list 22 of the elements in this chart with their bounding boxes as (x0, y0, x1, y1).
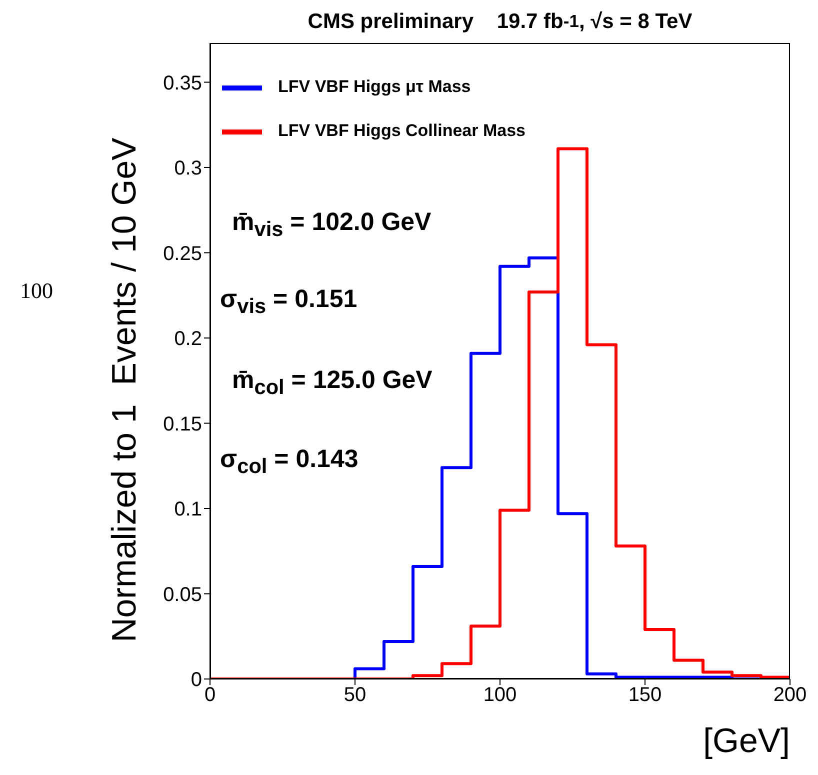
annotation: m̄$_{vis}$ = 102.0 GeV (232, 208, 432, 242)
y-tick-label: 0.35 (163, 72, 202, 94)
annotation: σ$_{col}$ = 0.143 (220, 445, 358, 479)
text: 100 (20, 278, 53, 304)
y-tick-label: 0 (190, 669, 202, 692)
y-tick-label: 0.15 (163, 413, 202, 436)
x-tick-label: 200 (773, 684, 807, 706)
x-tick-label: 50 (344, 684, 366, 706)
y-tick-label: 0.3 (174, 158, 202, 180)
x-tick-label: 0 (204, 684, 216, 706)
x-axis-title: [GeV] (703, 722, 790, 761)
y-axis-title: Normalized to 1 Events / 10 GeV (106, 138, 144, 642)
annotation: σ$_{vis}$ = 0.151 (220, 285, 358, 319)
y-tick-label: 0.2 (174, 328, 202, 350)
legend-label: LFV VBF Higgs Collinear Mass (278, 121, 526, 140)
y-tick-label: 0.05 (163, 584, 202, 606)
x-tick-label: 150 (628, 684, 662, 706)
y-tick-label: 0.1 (174, 498, 202, 521)
y-tick-label: 0.25 (163, 242, 202, 265)
annotation: m̄$_{col}$ = 125.0 GeV (232, 366, 432, 400)
x-tick-label: 100 (483, 684, 517, 706)
legend-label: LFV VBF Higgs μτ Mass (278, 77, 471, 96)
